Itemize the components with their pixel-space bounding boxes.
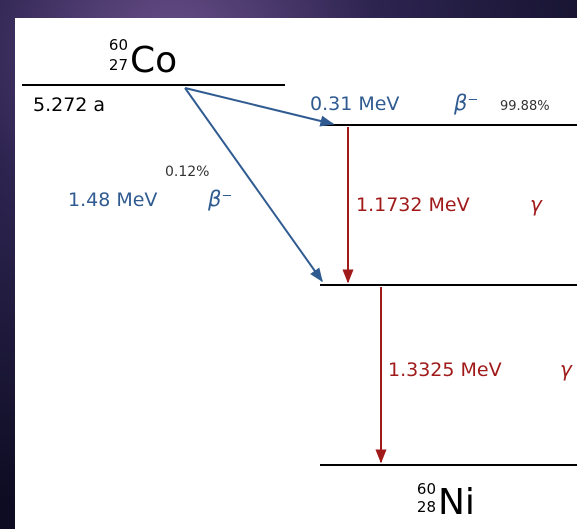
half-life: 5.272 a [33,94,105,116]
beta-arrow [184,87,335,127]
beta-energy: 0.31 MeV [310,93,399,115]
atomic-number: 28 [417,498,436,516]
gamma-particle: γ [560,357,573,381]
beta-particle: β⁻ [207,187,233,211]
atomic-number: 27 [109,56,128,74]
beta-probability: 99.88% [500,99,550,114]
daughter-nuclide: 60 28 Ni [417,480,475,523]
parent-nuclide: 60 27 Co [109,36,177,81]
gamma-particle: γ [530,192,543,216]
gamma-energy: 1.3325 MeV [388,359,502,381]
beta-probability: 0.12% [165,164,209,180]
mass-number: 60 [417,480,436,498]
mass-number: 60 [109,36,128,54]
element-symbol: Co [130,40,177,81]
panel [15,18,577,529]
gamma-energy: 1.1732 MeV [356,194,470,216]
beta-particle: β⁻ [453,91,479,115]
element-symbol: Ni [438,482,475,523]
beta-arrow [184,87,323,283]
beta-energy: 1.48 MeV [68,189,157,211]
